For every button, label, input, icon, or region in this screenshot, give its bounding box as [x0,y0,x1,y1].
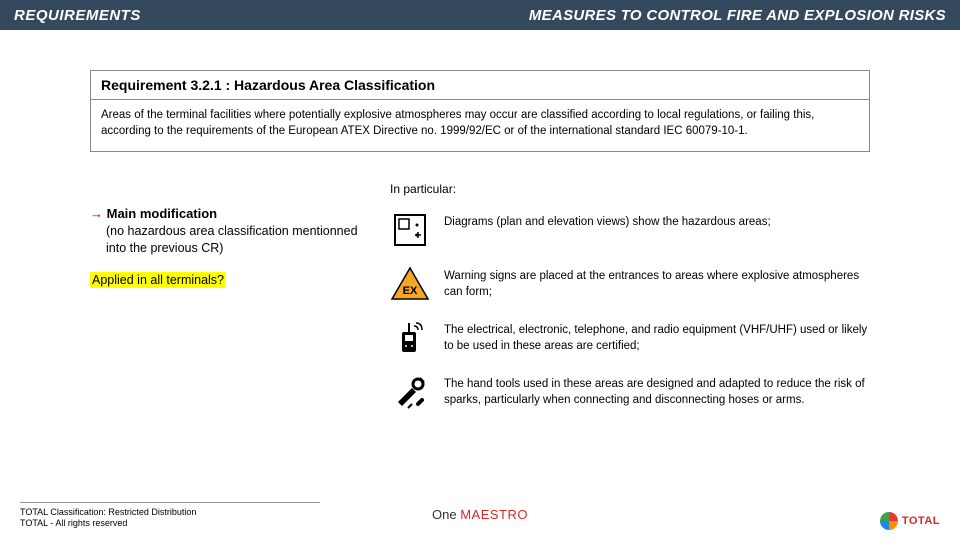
right-column: In particular: Diagrams (plan and elevat… [390,182,870,426]
brand-one: One [432,507,457,522]
bullet-text-3: The electrical, electronic, telephone, a… [444,318,870,354]
sub-mod-text: (no hazardous area classification mentio… [106,223,360,257]
requirement-body: Areas of the terminal facilities where p… [91,100,869,151]
footer-rights: TOTAL - All rights reserved [20,518,320,530]
warning-ex-icon: EX [390,264,430,304]
content-row: → Main modification (no hazardous area c… [90,182,870,426]
svg-text:EX: EX [403,285,418,297]
bullet-row: The electrical, electronic, telephone, a… [390,318,870,358]
bullet-row: EX Warning signs are placed at the entra… [390,264,870,304]
arrow-icon: → [90,206,103,221]
left-column: → Main modification (no hazardous area c… [90,182,360,426]
bullet-text-4: The hand tools used in these areas are d… [444,372,870,408]
bullet-row: The hand tools used in these areas are d… [390,372,870,412]
brand-maestro: MAESTRO [460,507,528,522]
bullet-text-1: Diagrams (plan and elevation views) show… [444,210,870,230]
tools-icon [390,372,430,412]
main-modification-line: → Main modification [90,206,360,221]
bullet-text-2: Warning signs are placed at the entrance… [444,264,870,300]
diagram-icon [390,210,430,250]
footer-left: TOTAL Classification: Restricted Distrib… [20,502,320,530]
bullet-row: Diagrams (plan and elevation views) show… [390,210,870,250]
footer-center-brand: One MAESTRO [432,507,528,522]
radio-icon [390,318,430,358]
highlight-question: Applied in all terminals? [90,272,226,288]
total-logo-text: TOTAL [902,515,940,527]
total-logo-icon [880,512,898,530]
footer-classification: TOTAL Classification: Restricted Distrib… [20,507,320,519]
header-bar: REQUIREMENTS MEASURES TO CONTROL FIRE AN… [0,0,960,30]
header-left-title: REQUIREMENTS [14,7,141,24]
requirement-box: Requirement 3.2.1 : Hazardous Area Class… [90,70,870,152]
footer: TOTAL Classification: Restricted Distrib… [0,502,960,530]
main-mod-label: Main modification [107,206,218,221]
footer-right-logo: TOTAL [880,512,940,530]
intro-text: In particular: [390,182,870,196]
requirement-title: Requirement 3.2.1 : Hazardous Area Class… [91,71,869,100]
header-right-title: MEASURES TO CONTROL FIRE AND EXPLOSION R… [529,7,946,24]
